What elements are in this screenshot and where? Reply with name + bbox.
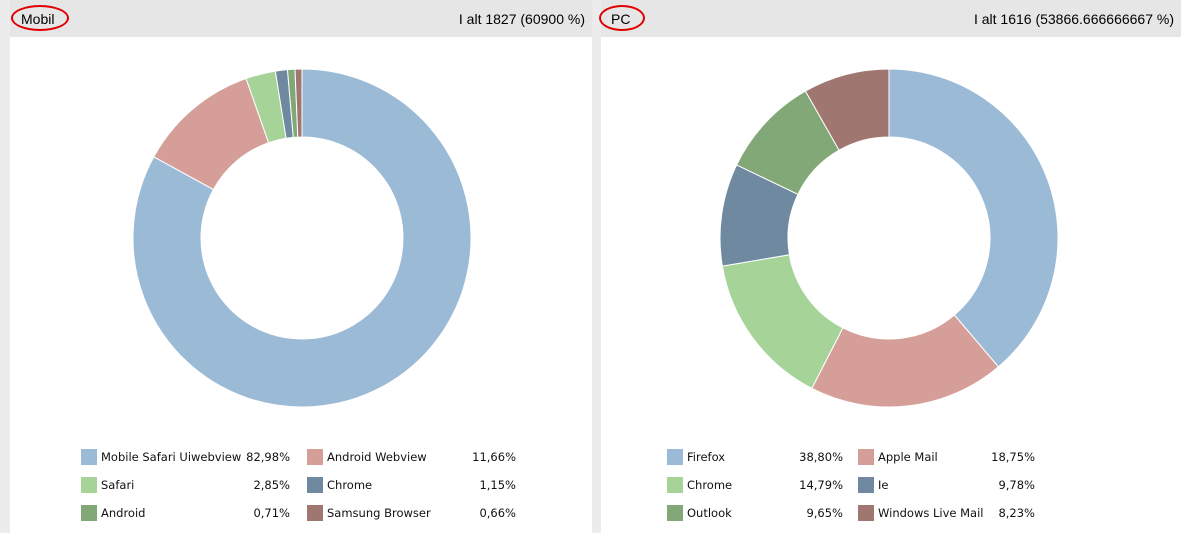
legend-label: Windows Live Mail [878, 506, 984, 520]
legend-label: Safari [101, 478, 135, 492]
legend-swatch [307, 477, 323, 493]
legend-swatch [307, 449, 323, 465]
panel-total: I alt 1827 (60900 %) [458, 11, 585, 27]
legend-percent: 0,71% [253, 506, 290, 520]
highlight-circle [599, 5, 645, 31]
panel-total: I alt 1616 (53866.666666667 %) [973, 11, 1174, 27]
legend-label: Mobile Safari Uiwebview [101, 450, 242, 464]
donut-slice-windows-live-mail[interactable] [804, 68, 890, 151]
panel-title: PC [611, 11, 631, 27]
legend-label: Chrome [687, 478, 733, 492]
legend-swatch [81, 505, 97, 521]
legend-swatch [667, 505, 683, 521]
panel-header: Mobil I alt 1827 (60900 %) [10, 0, 592, 37]
donut-chart-pc [719, 68, 1059, 408]
legend-swatch [307, 505, 323, 521]
legend-swatch [858, 477, 874, 493]
legend-label: Outlook [687, 506, 732, 520]
legend-label: Android Webview [327, 450, 427, 464]
legend-percent: 9,65% [806, 506, 843, 520]
legend-percent: 1,15% [479, 478, 516, 492]
panel-pc: PC I alt 1616 (53866.666666667 %) Firefo… [599, 0, 1181, 533]
legend-swatch [81, 477, 97, 493]
donut-slice-samsung-browser[interactable] [294, 68, 303, 138]
legend-label: Samsung Browser [327, 506, 431, 520]
donut-slice-firefox[interactable] [888, 68, 1059, 368]
legend-swatch [858, 449, 874, 465]
legend-percent: 0,66% [479, 506, 516, 520]
panel-mobil: Mobil I alt 1827 (60900 %) Mobile Safari… [10, 0, 592, 533]
panel-title: Mobil [21, 11, 55, 27]
legend-percent: 38,80% [799, 450, 843, 464]
panel-header: PC I alt 1616 (53866.666666667 %) [599, 0, 1181, 37]
legend-percent: 82,98% [246, 450, 290, 464]
legend-swatch [81, 449, 97, 465]
legend-percent: 14,79% [799, 478, 843, 492]
legend-percent: 2,85% [253, 478, 290, 492]
donut-slice-mobile-safari-uiwebview[interactable] [132, 68, 472, 408]
legend-percent: 11,66% [472, 450, 516, 464]
donut-chart-mobil [132, 68, 472, 408]
legend-swatch [858, 505, 874, 521]
legend-label: Firefox [687, 450, 726, 464]
legend-label: Chrome [327, 478, 373, 492]
highlight-circle [11, 5, 69, 31]
legend-percent: 18,75% [991, 450, 1035, 464]
legend-percent: 8,23% [998, 506, 1035, 520]
legend-label: Android [101, 506, 146, 520]
legend-swatch [667, 449, 683, 465]
legend-percent: 9,78% [998, 478, 1035, 492]
legend-swatch [667, 477, 683, 493]
legend-label: Ie [878, 478, 889, 492]
legend-label: Apple Mail [878, 450, 938, 464]
